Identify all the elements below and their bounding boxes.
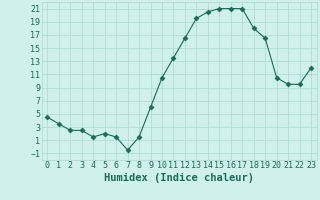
X-axis label: Humidex (Indice chaleur): Humidex (Indice chaleur) — [104, 173, 254, 183]
